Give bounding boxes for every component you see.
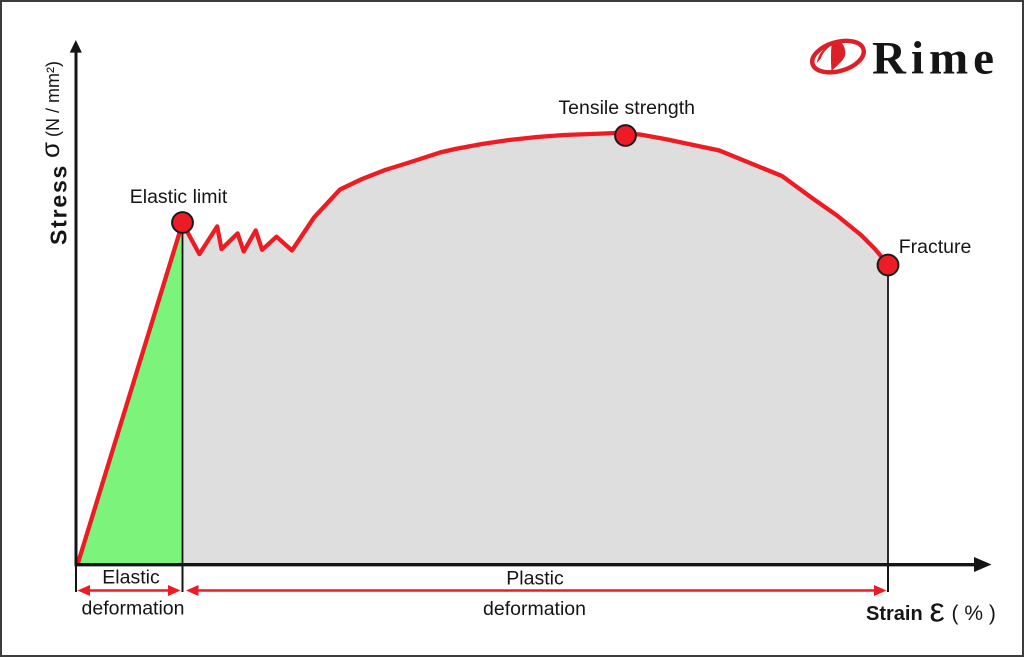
svg-text:Fracture: Fracture [899,236,972,258]
svg-text:Rime: Rime [872,33,999,85]
svg-text:Stress: Stress [46,164,72,245]
svg-text:Strain: Strain [866,603,923,625]
svg-text:Plastic: Plastic [506,568,564,590]
svg-text:Elastic limit: Elastic limit [130,186,228,208]
svg-text:deformation: deformation [483,598,586,620]
svg-text:Elastic: Elastic [102,567,160,589]
svg-text:( % ): ( % ) [952,602,996,625]
svg-text:deformation: deformation [82,598,185,620]
svg-text:Tensile strength: Tensile strength [558,97,695,119]
svg-text:σ (N / mm²): σ (N / mm²) [35,61,65,158]
svg-text:ε: ε [930,592,945,630]
